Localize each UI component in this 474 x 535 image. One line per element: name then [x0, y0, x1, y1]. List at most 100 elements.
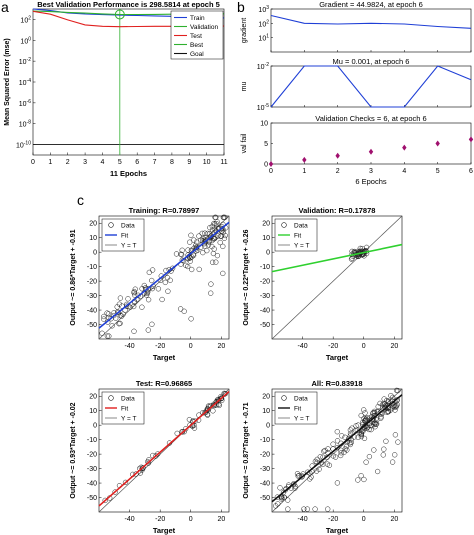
data-point	[374, 468, 381, 475]
data-point	[162, 279, 168, 286]
legend-label: Y = T	[121, 416, 137, 423]
tick-exponent: -5	[265, 103, 270, 109]
tick-exponent: 1	[266, 34, 269, 40]
data-point	[361, 407, 367, 413]
data-point	[348, 439, 354, 446]
y-tick-label: 10-6	[19, 99, 31, 108]
data-point	[277, 485, 283, 491]
data-point	[346, 435, 352, 442]
data-point	[316, 466, 322, 472]
data-point	[221, 235, 228, 241]
val-fail-point	[268, 161, 274, 167]
data-point	[149, 321, 155, 327]
data-point	[339, 433, 345, 439]
data-point	[102, 497, 108, 504]
sub-title-gradient: Gradient = 44.9824, at epoch 6	[319, 0, 423, 9]
data-point	[188, 316, 194, 322]
legend-data-swatch	[281, 222, 287, 228]
data-point	[192, 418, 198, 424]
legend-label: Train	[190, 15, 205, 22]
data-point	[338, 452, 344, 459]
reg-xlabel: Target	[153, 353, 176, 362]
data-point	[104, 310, 110, 316]
data-point	[205, 403, 212, 409]
data-point	[205, 242, 212, 248]
data-point	[220, 243, 226, 250]
tick-exponent: -2	[265, 62, 270, 68]
data-point	[347, 430, 354, 437]
data-point	[104, 333, 111, 339]
data-point	[209, 259, 216, 265]
tick-exponent: 2	[266, 19, 269, 25]
data-point	[358, 433, 365, 440]
y-tick-label: 20	[262, 221, 270, 228]
tick-base: 10	[20, 17, 28, 24]
x-tick-label: -40	[125, 343, 135, 350]
y-tick-label: 0	[266, 250, 270, 257]
data-point	[123, 303, 130, 309]
data-point	[165, 288, 171, 294]
data-point	[219, 225, 225, 232]
y-tick-label: 10-2	[257, 62, 269, 71]
y-tick-label: -10	[260, 264, 270, 271]
legend-label: Best	[190, 42, 203, 49]
data-point	[362, 410, 368, 416]
y-tick-label: -20	[87, 452, 97, 459]
x-tick-label: 0	[362, 343, 366, 350]
data-point	[111, 312, 117, 319]
data-point	[314, 456, 320, 463]
data-point	[119, 313, 125, 319]
data-point	[381, 400, 387, 407]
legend-data-swatch	[108, 395, 114, 401]
data-point	[217, 239, 223, 246]
data-point	[366, 415, 373, 421]
data-point	[389, 459, 396, 465]
data-point	[117, 312, 124, 319]
sub-axes-box-valfail	[270, 122, 472, 165]
x-tick-label: -20	[328, 516, 338, 523]
val-fail-point	[368, 148, 374, 155]
x-tick-label: -20	[155, 343, 165, 350]
data-point	[208, 281, 214, 287]
legend-label: Data	[121, 223, 135, 230]
x-tick-label: 2	[336, 168, 340, 175]
data-point	[189, 266, 195, 273]
panel-label-b: b	[237, 0, 245, 15]
x-tick-label: 6	[469, 168, 473, 175]
data-point	[363, 459, 369, 465]
data-point	[185, 247, 191, 253]
legend-label: Y = T	[294, 416, 310, 423]
y-tick-label: 100	[20, 36, 31, 45]
data-point	[389, 394, 396, 401]
reg-title: Training: R=0.78997	[129, 206, 200, 215]
data-point	[101, 316, 107, 322]
x-tick-label: 20	[217, 343, 225, 350]
x-tick-label: 11	[220, 159, 227, 166]
data-point	[106, 333, 112, 339]
y-tick-label: 10	[89, 408, 97, 415]
data-point	[140, 465, 146, 471]
data-point	[390, 404, 397, 410]
data-point	[177, 306, 184, 312]
y-tick-label: 10	[89, 235, 97, 242]
tick-exponent: 0	[28, 36, 31, 42]
y-tick-label: -10	[87, 264, 97, 271]
data-point	[214, 221, 220, 227]
data-point	[307, 476, 313, 482]
sub-title-valfail: Validation Checks = 6, at epoch 6	[315, 114, 426, 123]
data-point	[187, 422, 193, 428]
legend-label: Goal	[190, 51, 204, 58]
data-point	[146, 269, 152, 276]
legend-data-swatch	[281, 395, 287, 401]
data-point	[381, 446, 387, 452]
tick-base: 10	[19, 122, 27, 129]
identity-line	[98, 388, 230, 513]
data-point	[188, 232, 194, 238]
data-point	[145, 327, 151, 333]
data-point	[285, 497, 291, 503]
y-tick-label: -50	[87, 322, 97, 329]
data-point	[120, 311, 126, 317]
data-point	[372, 424, 378, 430]
data-point	[210, 408, 216, 414]
x-tick-label: 2	[66, 159, 70, 166]
